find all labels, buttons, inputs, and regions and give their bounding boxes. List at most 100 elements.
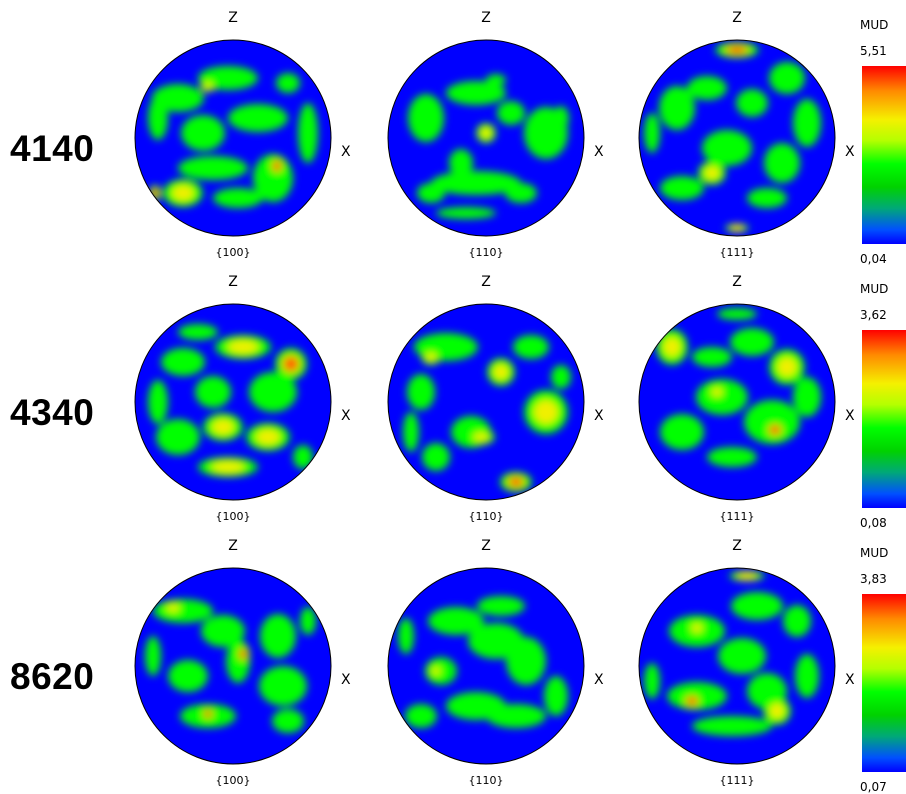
z-axis-label: Z [228,274,238,290]
intensity-peak [425,352,437,362]
intensity-region [795,654,819,698]
intensity-peak [730,224,744,232]
pole-figure-plot [638,567,836,765]
intensity-max [730,47,744,53]
color-scale: MUD 5,51 0,04 [860,0,906,266]
intensity-peak [211,461,245,473]
intensity-peak [203,82,213,90]
intensity-peak [166,604,180,612]
pole-figure-border [387,567,585,765]
z-axis-label: Z [228,538,238,554]
intensity-region [783,605,811,637]
figure-label: {100} [215,774,251,787]
intensity-region [195,376,231,408]
pole-figure-110: Z X {110} [386,528,604,792]
intensity-region [551,365,571,389]
row-label: 8620 [10,656,95,697]
z-axis-label: Z [732,10,742,26]
intensity-peak [431,667,441,675]
intensity-peak [663,337,681,357]
intensity-region [213,188,263,208]
intensity-region [260,614,296,658]
pole-figure-border [134,303,332,501]
row-8620: 8620 Z X {100} Z X {110} Z X {111} MUD 3… [0,528,906,794]
intensity-region [660,176,704,200]
intensity-region [181,115,225,151]
intensity-max [771,427,779,433]
pole-figure-plot [387,303,585,501]
scale-min: 0,04 [860,252,887,266]
intensity-region [692,347,732,367]
intensity-region [156,419,200,455]
intensity-max [286,359,296,369]
pole-figure-110: Z X {110} [386,0,604,264]
intensity-region [272,709,304,733]
intensity-region [259,666,307,706]
intensity-region [403,412,419,452]
x-axis-label: X [845,144,855,160]
intensity-region [769,62,805,94]
intensity-region [148,96,168,140]
intensity-region [659,86,695,130]
intensity-region [793,377,821,417]
color-scale-bar [862,330,906,508]
pole-figure-border [387,303,585,501]
intensity-peak [227,340,259,354]
x-axis-label: X [845,408,855,424]
intensity-region [702,130,752,166]
intensity-peak [777,357,797,377]
scale-unit: MUD [860,282,889,296]
intensity-region [300,607,316,635]
row-4140: 4140 Z X {100} Z X {110} Z X {111} MUD 5… [0,0,906,266]
pole-figure-plot [387,39,585,237]
z-axis-label: Z [481,274,491,290]
figure-label: {100} [215,246,251,259]
z-axis-label: Z [732,538,742,554]
intensity-region [477,596,525,616]
scale-unit: MUD [860,18,889,32]
intensity-max [688,698,696,704]
x-axis-label: X [845,672,855,688]
intensity-region [145,636,161,676]
intensity-region [161,348,205,376]
intensity-region [513,335,549,359]
intensity-region [544,676,568,716]
intensity-region [417,183,445,203]
color-scale: MUD 3,62 0,08 [860,264,906,530]
intensity-region [730,328,774,356]
intensity-region [644,663,660,699]
x-axis-label: X [341,672,351,688]
intensity-region [717,308,757,320]
intensity-region [405,704,437,728]
intensity-peak [711,387,723,397]
intensity-peak [473,432,489,442]
intensity-region [736,89,768,117]
intensity-peak [172,185,194,201]
figure-label: {100} [215,510,251,523]
intensity-region [408,94,444,142]
pole-figure-111: Z X {111} [637,0,855,264]
figure-label: {111} [719,246,755,259]
color-scale: MUD 3,83 0,07 [860,528,906,794]
intensity-region [398,618,414,654]
intensity-region [747,188,787,208]
pole-figure-background [388,568,584,764]
intensity-max [205,711,211,717]
pole-figure-plot [134,39,332,237]
figure-label: {110} [468,246,504,259]
figure-label: {111} [719,774,755,787]
pole-figure-100: Z X {100} [133,0,351,264]
intensity-region [148,380,168,424]
pole-figure-border [638,567,836,765]
pole-figure-plot [134,567,332,765]
scale-min: 0,07 [860,780,887,794]
intensity-region [486,74,506,86]
z-axis-label: Z [732,274,742,290]
row-4340: 4340 Z X {100} Z X {110} Z X {111} MUD 3… [0,264,906,530]
pole-figure-110: Z X {110} [386,264,604,528]
intensity-region [436,207,496,219]
pole-figure-border [638,303,836,501]
intensity-region [505,183,537,203]
scale-max: 3,83 [860,572,887,586]
intensity-region [201,615,245,647]
